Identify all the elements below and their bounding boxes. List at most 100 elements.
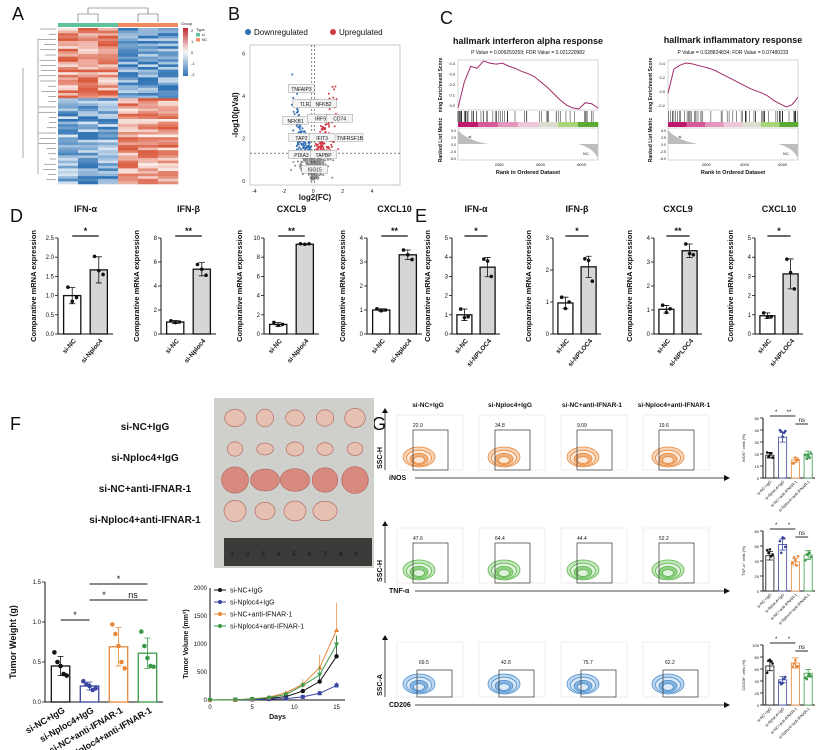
significance-label: *: [788, 637, 791, 643]
data-point: [113, 631, 118, 637]
tumor: [312, 500, 338, 522]
heatmap-cell: [118, 113, 139, 117]
gate: [494, 542, 531, 584]
heatmap-cell: [98, 139, 119, 143]
heatmap-cell: [98, 137, 119, 141]
legend-label: si-Nploc4+IgG: [230, 600, 275, 607]
panel-e-chart: IFN-α 0 1 2 3 4 5 * Comparative mRNA expression s…: [423, 204, 500, 368]
y-axis-label: Tumor Weight (g): [8, 605, 18, 679]
heatmap-cell: [118, 100, 139, 104]
heatmap-cell: [98, 93, 119, 96]
tumor: [285, 441, 305, 457]
y-tick: 6: [257, 274, 261, 280]
volcano-point: [302, 146, 305, 149]
heatmap-cell: [78, 61, 99, 65]
data-point: [769, 451, 773, 455]
heatmap-cell: [98, 67, 119, 70]
heatmap-cell: [98, 80, 119, 83]
column-dendrogram: [77, 7, 159, 22]
heatmap-cell: [58, 69, 79, 73]
heatmap-cell: [58, 80, 79, 83]
heatmap-cell: [78, 171, 99, 174]
series-marker: [334, 642, 340, 648]
heatmap-cell: [78, 74, 99, 78]
heatmap-cell: [78, 87, 99, 91]
x-axis-label: Days: [269, 714, 286, 721]
x-axis-label: iNOS: [389, 475, 406, 482]
es-tick: 0.4: [659, 61, 665, 66]
significance-label: ns: [799, 645, 805, 651]
data-point: [771, 553, 774, 556]
heatmap-cell: [58, 67, 79, 70]
volcano-point: [319, 148, 322, 151]
heatmap-cell: [58, 93, 79, 96]
heatmap-cell: [78, 152, 99, 156]
x-tick: si-NC: [164, 338, 180, 356]
heatmap-cell: [118, 181, 139, 185]
x-tick: si-NC: [555, 338, 571, 356]
colorbar-tick: 2: [191, 28, 194, 33]
volcano-point: [303, 144, 306, 147]
heatmap-cell: [58, 116, 79, 120]
data-point: [101, 272, 105, 277]
gate-percent: 75.7: [583, 660, 593, 666]
gate: [412, 429, 449, 471]
panel-d-chart: CXCL9 0 2 4 6 8 10 ** Comparative mRNA expressio…: [235, 204, 319, 365]
heatmap-cell: [138, 100, 159, 104]
heatmap-cell: [98, 33, 119, 37]
gene-label: CD74: [333, 117, 346, 123]
heatmap-cell: [98, 132, 119, 135]
data-point: [668, 307, 672, 311]
significance-label: **: [185, 226, 193, 236]
data-point: [119, 659, 124, 665]
heatmap-cell: [118, 67, 139, 70]
heatmap-cell: [98, 48, 119, 52]
bar: [790, 561, 800, 592]
heatmap-cell: [158, 108, 179, 112]
heatmap-cell: [118, 124, 139, 128]
heatmap-cell: [98, 100, 119, 104]
heatmap-cell: [158, 35, 179, 39]
volcano-point: [330, 143, 333, 146]
flow-plot-frame: [560, 527, 628, 584]
data-point: [462, 315, 467, 320]
flow-contour: [413, 683, 425, 691]
heatmap-cell: [58, 30, 79, 34]
y-axis-label: Comparative mRNA expression: [29, 230, 38, 342]
data-point: [796, 458, 800, 461]
heatmap-cell: [138, 82, 159, 86]
volcano-point: [296, 107, 299, 110]
rank-colorbar: [723, 122, 743, 127]
data-point: [792, 461, 796, 465]
heatmap-cell: [98, 43, 119, 47]
volcano-point: [304, 162, 307, 165]
data-point: [788, 270, 793, 275]
heatmap-cell: [98, 165, 119, 169]
gate: [494, 429, 531, 471]
heatmap-cell: [58, 121, 79, 125]
tumor: [344, 408, 366, 428]
flow-contour: [662, 456, 674, 464]
data-point: [567, 300, 571, 304]
metric-tick: -2.5: [660, 150, 666, 154]
ruler-number: 6: [308, 552, 312, 558]
heatmap-cell: [98, 163, 119, 167]
legend-upregulated: Upregulated: [339, 28, 383, 37]
data-point: [805, 677, 809, 681]
data-point: [808, 456, 811, 460]
heatmap-cell: [158, 30, 179, 34]
heatmap-cell: [138, 80, 159, 83]
series-marker: [300, 694, 305, 699]
y-tick: 3: [748, 274, 752, 280]
volcano-point: [324, 163, 327, 166]
gate-percent: 34.8: [495, 423, 505, 429]
volcano-point: [314, 177, 317, 180]
y-tick: 2: [154, 308, 158, 314]
heatmap-cell: [138, 147, 159, 151]
chart-title: CXCL9: [277, 204, 307, 214]
y-tick: 5: [748, 236, 752, 242]
heatmap-cell: [118, 93, 139, 96]
heatmap-cell: [158, 38, 179, 42]
